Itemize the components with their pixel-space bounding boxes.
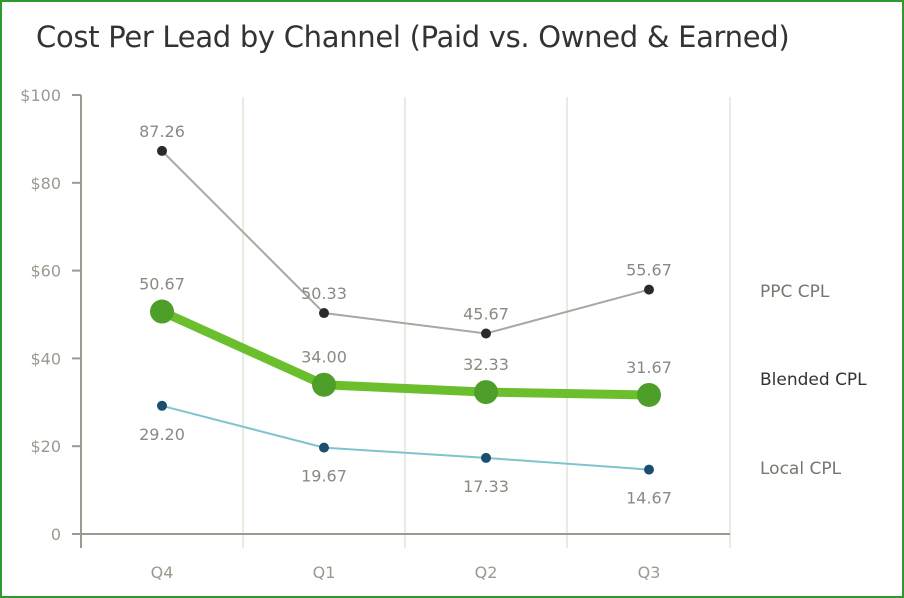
data-label: 34.00 xyxy=(301,348,347,367)
data-point xyxy=(481,328,491,339)
series-line-blended-cpl xyxy=(160,307,650,400)
series-line-ppc-cpl xyxy=(161,150,650,335)
data-label: 17.33 xyxy=(463,477,509,496)
data-label: 50.33 xyxy=(301,284,347,303)
x-tick-label: Q4 xyxy=(151,563,174,582)
y-tick-label: $40 xyxy=(30,349,61,368)
data-label: 87.26 xyxy=(139,122,185,141)
y-tick-label: 0 xyxy=(51,525,61,544)
data-label: 14.67 xyxy=(626,489,672,508)
data-label: 45.67 xyxy=(463,305,509,324)
y-tick-label: $60 xyxy=(30,262,61,281)
data-point xyxy=(150,299,174,324)
data-label: 19.67 xyxy=(301,467,347,486)
data-point xyxy=(644,464,654,475)
data-label: 31.67 xyxy=(626,358,672,377)
data-label: 29.20 xyxy=(139,425,185,444)
data-point xyxy=(481,452,491,463)
data-point xyxy=(157,145,167,156)
data-point xyxy=(157,400,167,411)
y-tick-label: $80 xyxy=(30,174,61,193)
data-point xyxy=(312,372,336,397)
y-tick-label: $100 xyxy=(20,86,61,105)
data-point xyxy=(474,380,498,405)
legend-label: Local CPL xyxy=(760,459,842,479)
legend-label: PPC CPL xyxy=(760,282,830,302)
legend-label: Blended CPL xyxy=(760,370,867,390)
x-tick-label: Q3 xyxy=(638,563,661,582)
data-label: 50.67 xyxy=(139,275,185,294)
x-tick-label: Q1 xyxy=(313,563,336,582)
chart-title: Cost Per Lead by Channel (Paid vs. Owned… xyxy=(36,20,790,54)
series-line-local-cpl xyxy=(161,404,650,471)
data-point xyxy=(319,308,329,319)
data-point xyxy=(644,284,654,295)
data-point xyxy=(319,442,329,453)
data-label: 32.33 xyxy=(463,355,509,374)
y-tick-label: $20 xyxy=(30,437,61,456)
data-point xyxy=(637,382,661,407)
x-tick-label: Q2 xyxy=(475,563,498,582)
data-label: 55.67 xyxy=(626,261,672,280)
